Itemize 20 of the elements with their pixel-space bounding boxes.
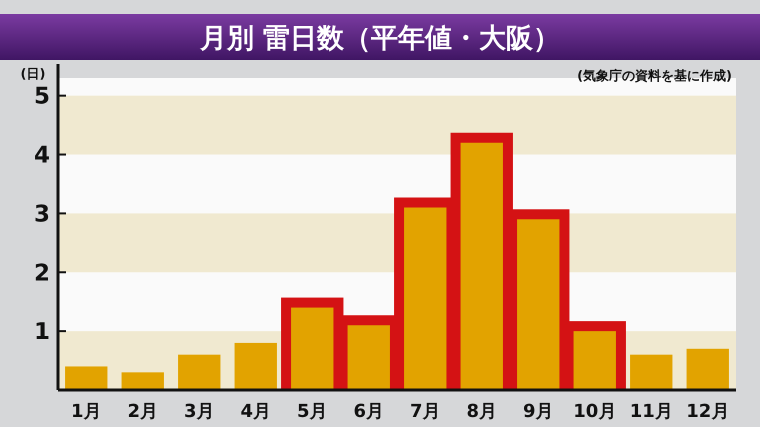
y-tick-label: 2: [34, 260, 50, 286]
y-tick-label: 3: [34, 201, 50, 228]
x-tick-label: 1月: [70, 401, 102, 422]
y-tick-label: 1: [34, 319, 50, 346]
x-tick-label: 10月: [573, 401, 616, 422]
x-tick-label: 8月: [466, 401, 498, 422]
x-tick-label: 9月: [522, 401, 554, 422]
x-tick-label: 7月: [410, 401, 441, 422]
x-tick-label: 4月: [240, 401, 272, 422]
y-axis-title: (日): [20, 67, 46, 82]
annotation: (気象庁の資料を基に作成): [577, 68, 732, 84]
y-tick-label: 4: [34, 142, 50, 169]
x-tick-label: 12月: [686, 401, 730, 422]
x-tick-label: 5月: [296, 401, 328, 422]
chart-title: 月別 雷日数（平年値・大阪）: [198, 23, 560, 54]
x-tick-label: 3月: [184, 401, 215, 422]
x-tick-label: 11月: [630, 401, 673, 422]
x-tick-label: 6月: [353, 401, 384, 422]
x-tick-label: 2月: [127, 401, 158, 422]
y-tick-label: 5: [34, 84, 50, 110]
